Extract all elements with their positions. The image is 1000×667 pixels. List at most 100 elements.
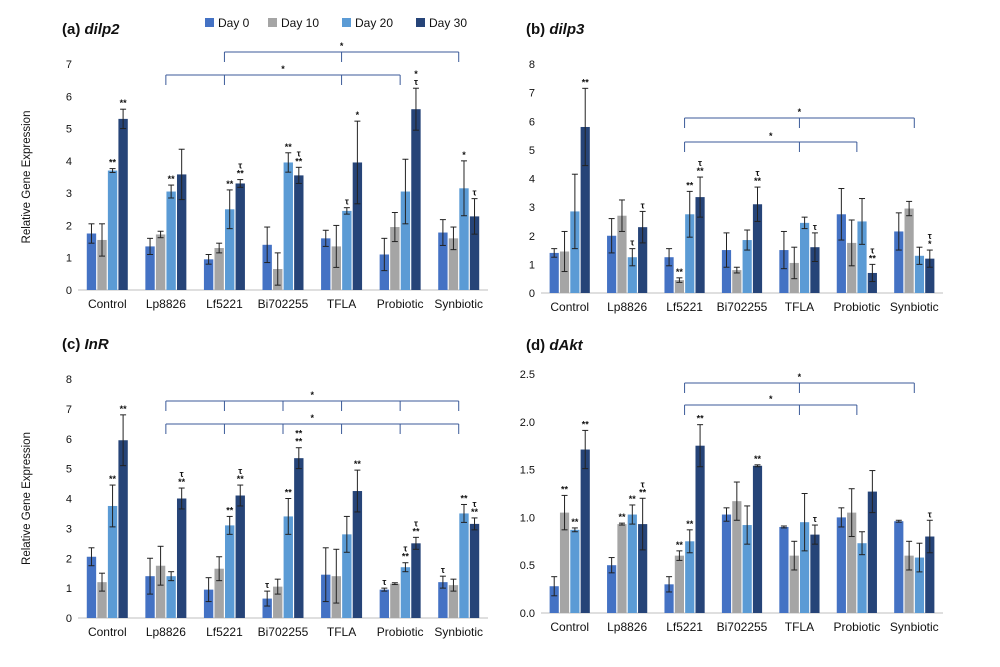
y-tick-label: 3 xyxy=(529,202,535,214)
y-tick-label: 5 xyxy=(529,145,535,157)
significance-label: * xyxy=(462,150,466,160)
bar xyxy=(867,491,877,613)
bar xyxy=(411,543,421,618)
bar xyxy=(107,170,118,290)
bar xyxy=(225,209,235,290)
bar xyxy=(549,252,559,293)
bar xyxy=(580,126,590,293)
y-tick-label: 7 xyxy=(66,404,72,416)
x-category-label: Lp8826 xyxy=(607,300,647,314)
bar xyxy=(607,235,617,293)
significance-label: ** xyxy=(582,77,590,87)
bar xyxy=(836,517,846,613)
bracket-label: * xyxy=(281,64,285,74)
y-tick-label: 6 xyxy=(529,116,535,128)
bar xyxy=(638,524,648,613)
bar xyxy=(904,555,914,613)
significance-label: ** xyxy=(686,180,694,190)
significance-label: ** xyxy=(226,179,234,189)
y-tick-label: 2.0 xyxy=(520,417,535,429)
significance-label: ** xyxy=(561,484,569,494)
y-tick-label: 3 xyxy=(66,523,72,535)
panel-title: (c) InR xyxy=(62,336,109,353)
bar xyxy=(847,242,857,293)
bar xyxy=(742,240,752,293)
panel-d-dakt: (d) dAkt 0.0 0.5 1.0 1.5 2.0 2.5 Control Lp8826 L… xyxy=(520,337,943,634)
panel-title-letter: (b) xyxy=(526,21,549,38)
significance-label: τ xyxy=(238,466,242,476)
y-tick-label: 4 xyxy=(66,156,72,168)
significance-label: ** xyxy=(869,253,877,263)
significance-label: ** xyxy=(109,158,117,168)
significance-label: τ xyxy=(813,222,817,232)
bracket-label: * xyxy=(340,41,344,51)
bar xyxy=(459,513,469,618)
bar xyxy=(685,214,695,293)
x-category-label: Probiotic xyxy=(377,297,424,311)
legend: Day 0 Day 10 Day 20 Day 30 xyxy=(205,16,467,30)
significance-label: τ xyxy=(265,580,269,590)
y-tick-label: 5 xyxy=(66,464,72,476)
bar xyxy=(779,526,789,613)
panel-title-gene: InR xyxy=(85,336,109,353)
bar xyxy=(438,582,448,618)
x-category-label: TFLA xyxy=(327,625,356,639)
significance-label: ** xyxy=(285,488,293,498)
bar xyxy=(118,118,128,290)
bar xyxy=(145,576,155,618)
bar xyxy=(847,512,857,613)
significance-label: τ xyxy=(473,499,477,509)
bar xyxy=(294,458,304,618)
y-tick-label: 1.0 xyxy=(520,512,535,524)
bar xyxy=(97,239,107,290)
y-tick-label: 1.5 xyxy=(520,465,535,477)
x-category-label: Bi702255 xyxy=(717,620,768,634)
panel-title-letter: (d) xyxy=(526,337,549,354)
y-tick-label: 2 xyxy=(66,553,72,565)
y-tick-label: 7 xyxy=(529,88,535,100)
bar xyxy=(810,534,820,613)
significance-label: τ xyxy=(414,77,418,87)
y-tick-label: 0.0 xyxy=(520,608,535,620)
panel-b-dilp3: (b) dilp3 0 1 2 3 4 5 6 7 8 Control Lp8826 Lf5221 Bi7… xyxy=(526,21,943,314)
x-category-label: Bi702255 xyxy=(258,297,309,311)
y-tick-label: 2 xyxy=(66,220,72,232)
bar xyxy=(273,586,283,618)
significance-label: ** xyxy=(686,519,694,529)
bar xyxy=(214,248,224,290)
significance-label: ** xyxy=(412,526,420,536)
bar xyxy=(664,257,674,293)
significance-label: ** xyxy=(295,429,303,439)
y-tick-label: 2 xyxy=(529,231,535,243)
bar xyxy=(214,568,224,618)
bar xyxy=(331,246,341,290)
bar xyxy=(438,232,448,290)
legend-swatch-3 xyxy=(342,18,351,27)
y-tick-label: 8 xyxy=(529,59,535,71)
significance-label: ** xyxy=(571,517,579,527)
significance-label: * xyxy=(928,239,932,249)
x-category-label: Probiotic xyxy=(377,625,424,639)
significance-label: τ xyxy=(630,238,634,248)
significance-label: * xyxy=(356,110,360,120)
bar xyxy=(283,516,293,618)
bar xyxy=(925,258,935,293)
significance-label: ** xyxy=(697,166,705,176)
bar xyxy=(155,565,166,618)
bar xyxy=(225,525,235,618)
bar xyxy=(559,512,570,613)
bar xyxy=(904,208,914,293)
bar xyxy=(411,109,421,290)
bar xyxy=(166,576,176,618)
x-category-label: TFLA xyxy=(785,300,814,314)
significance-label: ** xyxy=(754,176,762,186)
bar xyxy=(145,246,155,290)
bar xyxy=(203,589,214,618)
y-tick-label: 1 xyxy=(66,253,72,265)
bar xyxy=(732,270,742,293)
bar xyxy=(390,583,400,618)
legend-label-1: Day 0 xyxy=(218,16,250,30)
y-tick-label: 0.5 xyxy=(520,560,535,572)
bar xyxy=(203,259,214,290)
bar xyxy=(459,188,469,290)
